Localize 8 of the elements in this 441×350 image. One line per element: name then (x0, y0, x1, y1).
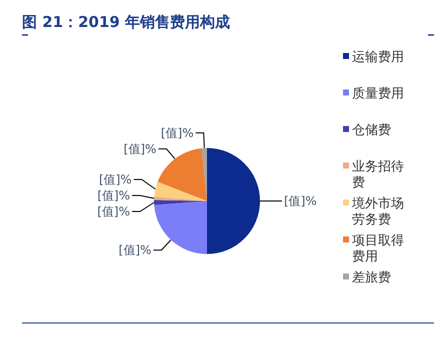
legend-label: 业务招待费 (352, 160, 404, 190)
legend-label: 仓储费 (352, 123, 391, 138)
legend-label: 项目取得费用 (352, 234, 404, 264)
legend-label: 差旅费 (352, 270, 391, 286)
legend-label: 运输费用 (352, 50, 404, 65)
legend-label: 境外市场劳务费 (351, 196, 404, 228)
legend-label: 质量费用 (352, 86, 404, 102)
title: 图 21：2019 年销售费用构成 (22, 13, 230, 31)
